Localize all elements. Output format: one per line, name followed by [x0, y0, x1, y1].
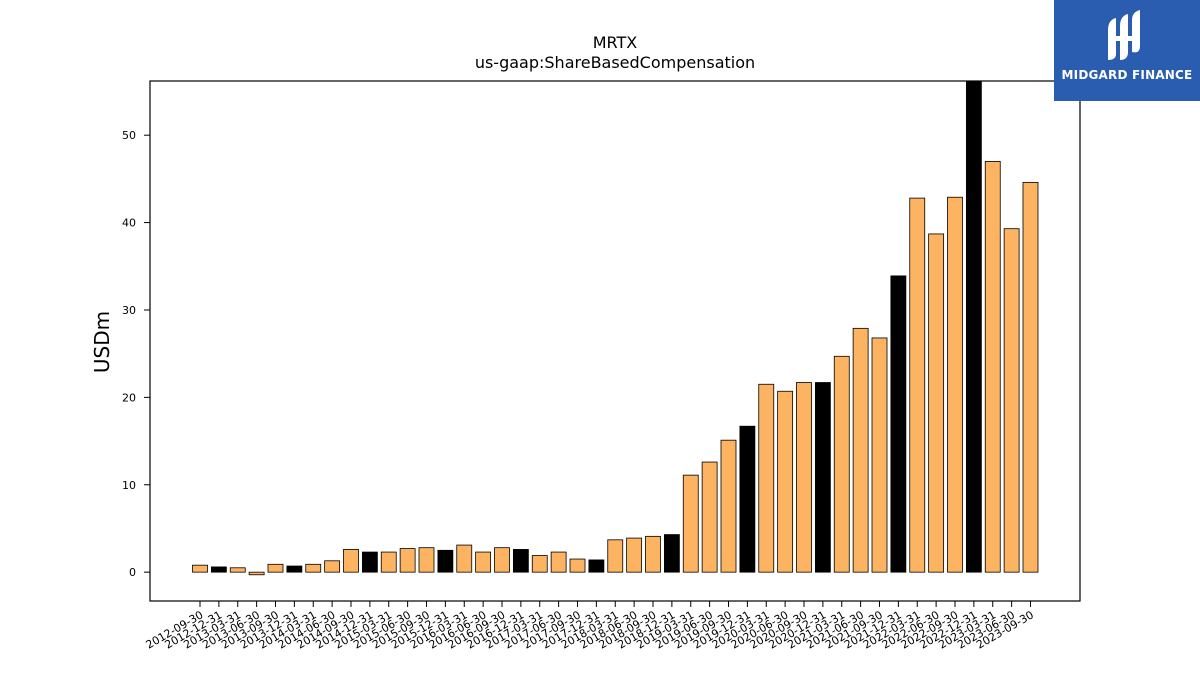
bar-2017-09-30 — [569, 558, 586, 573]
bar-2014-03-31 — [305, 563, 322, 573]
bar-2019-03-31 — [682, 474, 699, 573]
bar-2021-12-31 — [890, 275, 907, 573]
axes-group: 010203040502012-09-302012-12-312013-03-3… — [122, 80, 1081, 652]
midgard-finance-logo: MIDGARD FINANCE — [1054, 0, 1200, 101]
bar-2020-09-30 — [796, 382, 812, 573]
bar-2013-06-30 — [248, 571, 265, 576]
bar-2015-03-31 — [380, 551, 397, 573]
bar-2015-06-30 — [399, 548, 416, 573]
bar-2021-09-30 — [871, 337, 888, 573]
bar-2023-03-31 — [984, 160, 1001, 573]
bar-2022-12-31 — [965, 80, 982, 573]
y-tick-label: 40 — [122, 217, 136, 230]
bar-2018-09-30 — [645, 535, 661, 573]
bar-2017-03-31 — [531, 555, 548, 573]
bar-2012-09-30 — [192, 564, 208, 573]
logo-text: MIDGARD FINANCE — [1061, 68, 1193, 82]
chart-title: MRTX — [593, 33, 638, 52]
bar-2018-03-31 — [607, 539, 624, 573]
bar-2022-06-30 — [928, 233, 945, 573]
bar-2018-12-31 — [663, 534, 680, 573]
bar-2016-12-31 — [512, 549, 529, 573]
bar-2019-06-30 — [701, 461, 718, 573]
bar-2017-06-30 — [550, 551, 567, 573]
y-tick-label: 50 — [122, 129, 136, 142]
y-axis-label: USDm — [90, 311, 114, 373]
midgard-logo-icon — [1108, 10, 1140, 60]
bar-2022-09-30 — [947, 196, 963, 573]
bar-2014-12-31 — [361, 551, 378, 573]
bar-2015-09-30 — [418, 547, 435, 573]
bar-2019-12-31 — [739, 425, 756, 573]
bar-2014-09-30 — [343, 549, 359, 573]
bar-2014-06-30 — [324, 560, 341, 573]
chart-subtitle: us-gaap:ShareBasedCompensation — [475, 53, 755, 72]
bar-2013-12-31 — [286, 565, 303, 573]
bar-2023-06-30 — [1003, 228, 1020, 573]
bar-2016-09-30 — [494, 547, 510, 573]
bar-2017-12-31 — [588, 559, 605, 573]
bar-2020-12-31 — [814, 382, 831, 573]
bar-2016-03-31 — [456, 544, 473, 573]
bar-2020-03-31 — [758, 383, 775, 573]
y-tick-label: 0 — [129, 566, 136, 579]
y-tick-label: 20 — [122, 391, 136, 404]
bar-2018-06-30 — [626, 537, 643, 573]
y-tick-label: 30 — [122, 304, 136, 317]
bar-2016-06-30 — [475, 551, 492, 573]
bar-2023-09-30 — [1022, 181, 1039, 573]
bars-group — [192, 80, 1039, 576]
bar-2021-03-31 — [833, 355, 850, 573]
bar-2015-12-31 — [437, 549, 454, 573]
bar-2012-12-31 — [210, 566, 227, 573]
bar-2013-09-30 — [267, 563, 284, 573]
bar-2020-06-30 — [777, 390, 794, 573]
bar-2019-09-30 — [720, 439, 737, 573]
bar-2013-03-31 — [229, 567, 246, 573]
bar-2021-06-30 — [852, 327, 869, 573]
bar-2022-03-31 — [909, 197, 926, 573]
y-tick-label: 10 — [122, 479, 136, 492]
